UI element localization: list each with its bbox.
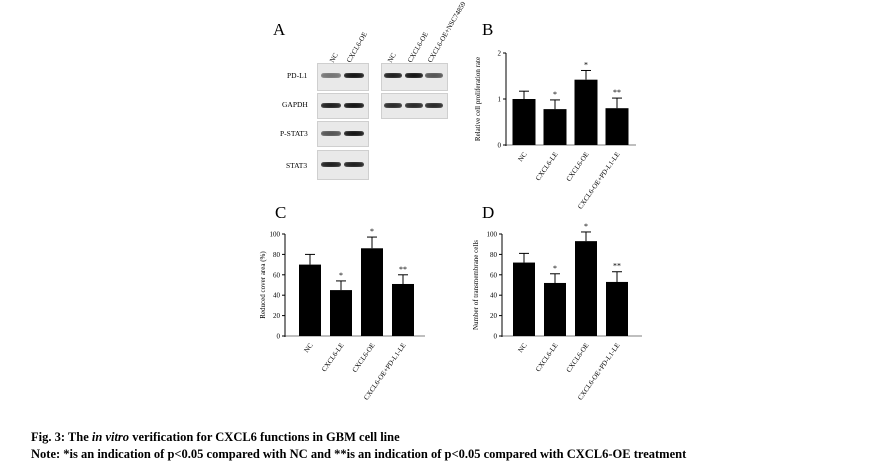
blot-row-label: P-STAT3 — [280, 129, 308, 138]
x-tick-label: NC — [517, 341, 529, 354]
significance-marker: ** — [613, 88, 621, 97]
y-tick-label: 0 — [494, 333, 498, 341]
panel-letter-b: B — [482, 20, 494, 39]
blot-row-label: GAPDH — [282, 100, 308, 109]
caption-italic: in vitro — [91, 430, 130, 444]
blot-band — [321, 73, 341, 78]
bar — [513, 262, 535, 336]
blot-band — [384, 73, 402, 78]
significance-marker: * — [584, 60, 588, 69]
blot-row-label: PD-L1 — [287, 71, 308, 80]
panel-letter-a: A — [273, 20, 286, 39]
y-tick-label: 100 — [270, 231, 281, 239]
y-tick-label: 60 — [273, 271, 281, 279]
y-axis-label: Number of transmembrane cells — [472, 240, 480, 330]
y-tick-label: 100 — [487, 231, 498, 239]
blot-band — [344, 73, 364, 78]
bar — [543, 109, 567, 145]
caption-prefix: Fig. 3: The — [31, 430, 92, 444]
bar-chart-cover-area: 0 20 40 60 80 100 Reduced cover area (%) NC * CXC… — [259, 227, 425, 402]
y-tick-label: 80 — [490, 251, 498, 259]
panel-letter-d: D — [482, 203, 495, 222]
blot-band — [425, 73, 443, 78]
bar — [361, 248, 383, 336]
blot-band — [344, 162, 364, 167]
x-tick-label: CXCL6-OE — [565, 151, 591, 183]
caption-suffix: verification for CXCL6 functions in GBM … — [129, 430, 400, 444]
blot-band — [344, 103, 364, 108]
x-tick-label: NC — [303, 341, 315, 354]
y-tick-label: 1 — [498, 96, 502, 104]
blot-lane-label: CXCL6-OE — [345, 30, 369, 64]
blot-band — [321, 103, 341, 108]
blot-band — [321, 131, 341, 136]
x-tick-label: CXCL6-OE — [565, 342, 591, 374]
bar — [330, 290, 352, 336]
bar-chart-transmembrane: 0 20 40 60 80 100 Number of transmembrane cell… — [472, 222, 642, 402]
y-tick-label: 60 — [490, 271, 498, 279]
y-axis-label: Relative cell proliferation rate — [474, 57, 482, 141]
y-tick-label: 0 — [277, 333, 281, 341]
x-tick-label: CXCL6-LE — [320, 342, 346, 374]
significance-marker: * — [370, 227, 374, 236]
bar — [299, 264, 321, 336]
figure-caption: Fig. 3: The in vitro verification for CX… — [31, 430, 400, 445]
blot-band — [344, 131, 364, 136]
panel-letter-c: C — [275, 203, 287, 222]
blot-row-label: STAT3 — [286, 161, 308, 170]
bar-chart-proliferation: 0 1 2 Relative cell proliferation rate NC * CX… — [474, 50, 636, 211]
significance-marker: ** — [613, 262, 621, 271]
y-tick-label: 2 — [498, 50, 502, 58]
blot-band — [405, 73, 423, 78]
blot-band — [425, 103, 443, 108]
x-tick-label: CXCL6-OE — [351, 342, 377, 374]
blot-band — [384, 103, 402, 108]
y-tick-label: 80 — [273, 251, 281, 259]
bar — [544, 282, 566, 336]
blot-band — [405, 103, 423, 108]
y-tick-label: 20 — [490, 312, 498, 320]
y-tick-label: 40 — [273, 292, 281, 300]
y-tick-label: 20 — [273, 312, 281, 320]
figure-note: Note: *is an indication of p<0.05 compar… — [31, 447, 687, 461]
significance-marker: * — [339, 271, 343, 280]
significance-marker: ** — [399, 265, 407, 274]
y-tick-label: 0 — [498, 142, 502, 150]
bar — [605, 108, 629, 145]
significance-marker: * — [553, 90, 557, 99]
x-tick-label: NC — [517, 150, 529, 163]
bar — [512, 99, 536, 145]
bar — [606, 281, 628, 336]
blot-lane-label: CXCL6-OE+NSC74859 — [426, 0, 468, 65]
x-tick-label: CXCL6-LE — [534, 151, 560, 183]
significance-marker: * — [584, 222, 588, 231]
y-axis-label: Reduced cover area (%) — [259, 251, 267, 319]
x-tick-label: CXCL6-LE — [534, 342, 560, 374]
bar — [575, 241, 597, 336]
bar — [392, 283, 414, 336]
blot-band — [321, 162, 341, 167]
significance-marker: * — [553, 264, 557, 273]
y-tick-label: 40 — [490, 292, 498, 300]
bar — [574, 79, 598, 145]
